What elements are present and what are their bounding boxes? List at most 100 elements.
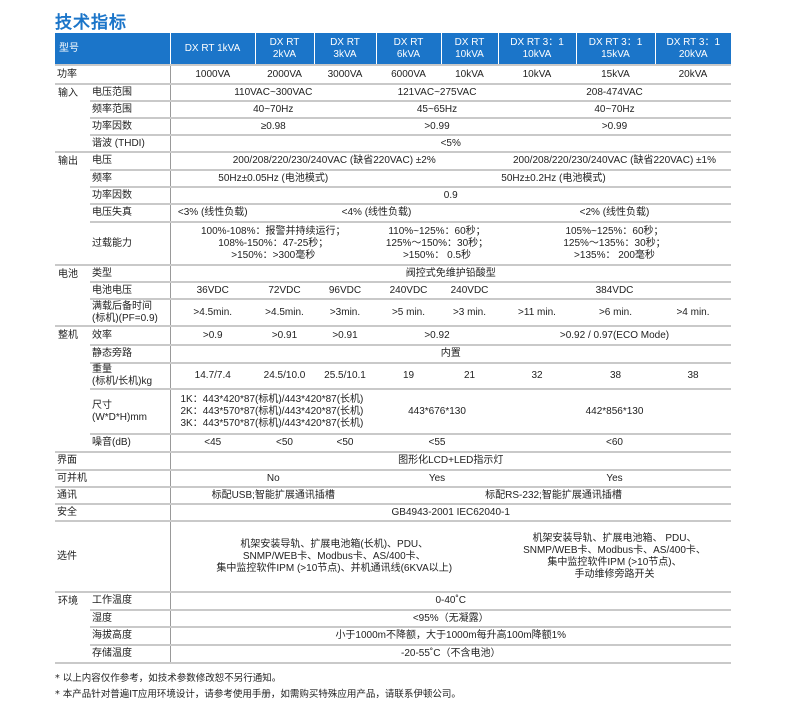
table-row: 谐波 (THDI) <5% [55, 135, 731, 153]
model-header: DX RT 3kVA [313, 33, 376, 66]
spec-value: 40~70Hz [170, 101, 376, 119]
footnote: * 本产品针对普遍IT应用环境设计，请参考使用手册，如需购买特殊应用产品，请联系… [55, 689, 461, 700]
spec-value: 21 [441, 363, 498, 390]
row-group-label: 功率 [55, 65, 171, 85]
row-group-label: 输出 [55, 152, 90, 266]
spec-value: 19 [376, 363, 441, 390]
spec-value: 38 [655, 363, 731, 390]
table-row: 输入 电压范围 110VAC~300VAC 121VAC~275VAC 208-474V… [55, 84, 731, 153]
spec-value: <55 [376, 434, 498, 453]
table-row: 海拔高度 小于1000m不降额，大于1000m每升高100m降额1% [55, 627, 731, 646]
spec-value: >0.9 [170, 326, 255, 346]
spec-value: 图形化LCD+LED指示灯 [170, 452, 731, 471]
spec-value: 25.5/10.1 [314, 363, 376, 390]
spec-value: 阀控式免维护铅酸型 [170, 265, 731, 283]
row-label: 电压失真 [90, 204, 171, 223]
spec-value: >4 min. [655, 299, 731, 327]
row-label: 谐波 (THDI) [90, 135, 171, 153]
spec-value: >11 min. [498, 299, 576, 327]
spec-value: 32 [498, 363, 576, 390]
spec-value: >0.91 [314, 326, 376, 346]
spec-value: >6 min. [576, 299, 655, 327]
table-row: 频率 50Hz±0.05Hz (电池模式) 50Hz±0.2Hz (电池模式) [55, 170, 731, 188]
spec-value: 121VAC~275VAC [376, 84, 498, 102]
spec-value: 内置 [170, 345, 731, 364]
spec-value: >0.99 [376, 118, 498, 136]
row-label: 频率范围 [90, 101, 171, 119]
spec-value: 2000VA [255, 65, 314, 85]
spec-value: <95%（无凝露） [170, 610, 731, 628]
spec-value: 45~65Hz [376, 101, 498, 119]
model-header: DX RT 3：1 20kVA [654, 33, 731, 66]
model-header: DX RT 6kVA [375, 33, 441, 66]
spec-value: 10kVA [498, 65, 576, 85]
table-row: 功率因数 ≥0.98 >0.99 >0.99 [55, 118, 731, 136]
row-group-label: 安全 [55, 504, 171, 522]
spec-value: >0.99 [498, 118, 731, 136]
spec-value: 240VDC [441, 282, 498, 300]
row-label: 尺寸 (W*D*H)mm [90, 389, 171, 435]
header-row: 型号 DX RT 1kVA DX RT 2kVA DX RT 3kVA DX RT 6… [55, 33, 731, 66]
spec-value: 96VDC [314, 282, 376, 300]
table-row: 输出 电压 200/208/220/230/240VAC (缺省220VAC) ±2… [55, 152, 731, 266]
table-row: 功率因数 0.9 [55, 187, 731, 205]
row-group-label: 电池 [55, 265, 90, 327]
row-label: 湿度 [90, 610, 171, 628]
row-label: 工作温度 [90, 592, 171, 611]
spec-value: 200/208/220/230/240VAC (缺省220VAC) ±2% [170, 152, 498, 171]
spec-value: 3000VA [314, 65, 376, 85]
spec-value: 208-474VAC [498, 84, 731, 102]
row-label: 噪音(dB) [90, 434, 171, 453]
row-group-label: 输入 [55, 84, 90, 153]
spec-value: <3% (线性负载) [170, 204, 255, 223]
table-row: 湿度 <95%（无凝露） [55, 610, 731, 628]
spec-value: 38 [576, 363, 655, 390]
table-row: 功率 1000VA 2000VA 3000VA 6000VA 10kVA 10kVA 15kV… [55, 65, 731, 85]
spec-value: 0.9 [170, 187, 731, 205]
spec-value: >0.91 [255, 326, 314, 346]
table-row: 界面 图形化LCD+LED指示灯 [55, 452, 731, 471]
spec-value: 105%~125%：60秒； 125%～135%：30秒； >135%： 200… [498, 222, 731, 266]
model-label: 型号 [55, 33, 170, 66]
row-group-label: 整机 [55, 326, 90, 453]
spec-value: No [170, 470, 376, 488]
table-row: 过载能力 100%-108%：报警并持续运行； 108%-150%：47-25秒；… [55, 222, 731, 266]
spec-value: >0.92 [376, 326, 498, 346]
table-row: 选件 机架安装导轨、扩展电池箱(长机)、PDU、 SNMP/WEB卡、Modbus… [55, 521, 731, 593]
page-title: 技术指标 [55, 13, 127, 33]
spec-value: 110%~125%：60秒； 125%～150%：30秒； >150%： 0.5… [376, 222, 498, 266]
row-label: 电压 [90, 152, 171, 171]
spec-value: 240VDC [376, 282, 441, 300]
spec-value: >4.5min. [170, 299, 255, 327]
spec-value: >3 min. [441, 299, 498, 327]
spec-value: <50 [255, 434, 314, 453]
spec-value: GB4943-2001 IEC62040-1 [170, 504, 731, 522]
spec-value: <45 [170, 434, 255, 453]
spec-value: 1K：443*420*87(标机)/443*420*87(长机) 2K：443*… [170, 389, 376, 435]
row-label: 静态旁路 [90, 345, 171, 364]
table-row: 频率范围 40~70Hz 45~65Hz 40~70Hz [55, 101, 731, 119]
spec-value: 10kVA [441, 65, 498, 85]
spec-value: >3min. [314, 299, 376, 327]
table-row: 可并机 No Yes Yes [55, 470, 731, 488]
spec-value: 15kVA [576, 65, 655, 85]
spec-value: -20-55˚C（不含电池） [170, 645, 731, 664]
model-header: DX RT 1kVA [169, 33, 255, 66]
footnote: * 以上内容仅作参考，如技术参数修改恕不另行通知。 [55, 673, 282, 684]
spec-value: 机架安装导轨、扩展电池箱(长机)、PDU、 SNMP/WEB卡、Modbus卡、… [170, 521, 498, 593]
spec-value: 200/208/220/230/240VAC (缺省220VAC) ±1% [498, 152, 731, 171]
row-label: 功率因数 [90, 118, 171, 136]
row-label: 存储温度 [90, 645, 171, 664]
spec-value: 1000VA [170, 65, 255, 85]
model-header: DX RT 3：1 10kVA [497, 33, 576, 66]
spec-value: 443*676*130 [376, 389, 498, 435]
row-label: 电池电压 [90, 282, 171, 300]
model-header: DX RT 3：1 15kVA [575, 33, 655, 66]
row-label: 过载能力 [90, 222, 171, 266]
spec-value: 6000VA [376, 65, 441, 85]
table-row: 满载后备时间 (标机)(PF=0.9) >4.5min. >4.5min. >3min… [55, 299, 731, 327]
spec-value: <50 [314, 434, 376, 453]
spec-value: ≥0.98 [170, 118, 376, 136]
model-header: DX RT 2kVA [254, 33, 314, 66]
spec-value: 110VAC~300VAC [170, 84, 376, 102]
